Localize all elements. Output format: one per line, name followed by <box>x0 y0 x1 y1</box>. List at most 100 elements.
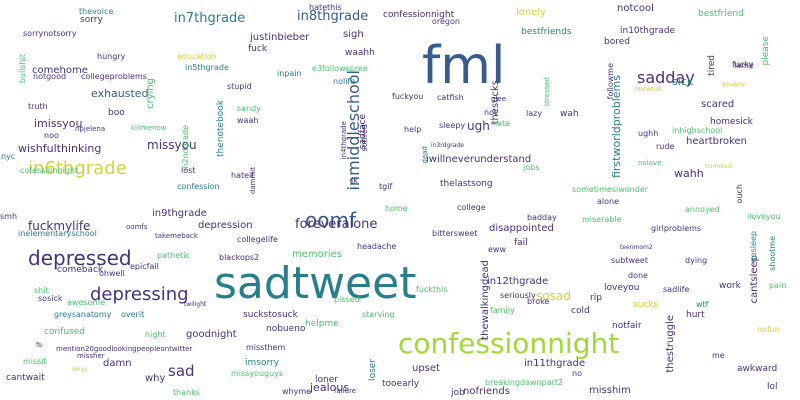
cloud-word: teenmom2 <box>620 244 653 251</box>
cloud-word: collegeproblems <box>81 72 147 81</box>
cloud-word: headache <box>357 242 397 251</box>
cloud-word: goodnight <box>186 329 237 340</box>
cloud-word: loveyou <box>604 283 640 293</box>
cloud-word: catfish <box>437 93 464 102</box>
cloud-word: in9thgrade <box>152 208 207 219</box>
cloud-word: cold <box>571 306 590 316</box>
cloud-word: confession <box>177 182 220 191</box>
cloud-word: mention20goodlookingpeopleontwitter <box>56 345 193 353</box>
cloud-word: thewalkingdead <box>480 260 491 340</box>
cloud-word: sleepy <box>439 121 466 130</box>
cloud-word: sorry <box>80 15 103 25</box>
cloud-word: awkward <box>737 364 778 374</box>
cloud-word: in11thgrade <box>524 358 586 369</box>
cloud-word: loser <box>368 359 378 381</box>
cloud-word: missyou <box>147 138 197 152</box>
cloud-word: wah <box>560 109 579 119</box>
cloud-word: dammit <box>249 167 257 195</box>
cloud-word: nolove <box>638 159 662 167</box>
cloud-word: followme <box>606 63 615 100</box>
cloud-word: starving <box>362 310 395 319</box>
cloud-word: exhausted <box>91 87 149 100</box>
cloud-word: bored <box>604 37 630 47</box>
cloud-word: family <box>490 306 515 315</box>
cloud-word: confessionnight <box>398 327 620 360</box>
cloud-word: oregon <box>432 17 460 26</box>
cloud-word: helpme <box>305 319 339 329</box>
cloud-word: fucky <box>732 60 754 69</box>
cloud-word: blackops2 <box>219 253 260 262</box>
cloud-word: upset <box>412 363 440 374</box>
cloud-word: greysanatomy <box>54 310 112 319</box>
cloud-word: hungry <box>97 52 126 61</box>
cloud-word: in8thgrade <box>297 9 369 24</box>
cloud-word: broke <box>527 297 550 306</box>
cloud-word: notfair <box>612 321 642 331</box>
cloud-word: oomfs <box>126 223 148 231</box>
cloud-word: takemeback <box>155 232 198 240</box>
cloud-word: no <box>572 369 582 378</box>
cloud-word: suckstosuck <box>243 310 298 320</box>
cloud-word: nosleep <box>749 231 758 263</box>
cloud-word: in10thgrade <box>620 26 676 36</box>
cloud-word: justinbieber <box>250 32 310 43</box>
cloud-word: tooearly <box>382 379 420 389</box>
cloud-word: in4thgrade <box>340 121 348 160</box>
cloud-word: collegelife <box>237 235 278 244</box>
cloud-word: lazy <box>526 109 543 118</box>
cloud-word: truth <box>28 102 48 111</box>
cloud-word: thevoice <box>79 7 114 16</box>
cloud-word: please <box>761 36 771 66</box>
cloud-word: overit <box>121 310 145 319</box>
cloud-word: nyc <box>1 152 16 161</box>
cloud-word: failure <box>334 387 357 395</box>
cloud-word: bullshit <box>18 54 27 84</box>
cloud-word: hurt <box>686 310 705 320</box>
cloud-word: work <box>719 281 741 291</box>
cloud-word: npjelena <box>75 125 106 133</box>
cloud-word: jk <box>351 176 358 185</box>
cloud-word: pathetic <box>157 251 190 260</box>
cloud-word: stupid <box>227 82 252 91</box>
cloud-word: oomf <box>305 208 356 232</box>
cloud-word: bittersweet <box>432 229 478 238</box>
cloud-word: awesome <box>67 298 106 307</box>
cloud-word: badday <box>527 213 557 222</box>
cloud-word: stressed <box>543 77 551 107</box>
cloud-word: hatethis <box>309 3 342 12</box>
cloud-word: notcool <box>617 3 654 14</box>
cloud-word: fb <box>36 342 42 349</box>
cloud-word: rip <box>590 293 602 303</box>
cloud-word: iloveyou <box>747 212 781 221</box>
cloud-word: thestruggle <box>665 315 676 373</box>
cloud-word: misshim <box>589 385 631 396</box>
cloud-word: missthem <box>246 343 286 352</box>
cloud-word: lost <box>181 166 196 175</box>
cloud-word: confessionnight <box>383 10 455 20</box>
cloud-word: missyouguys <box>231 369 284 378</box>
cloud-word: rude <box>656 142 675 151</box>
cloud-word: ugh <box>467 119 490 133</box>
cloud-word: scared <box>701 99 735 110</box>
cloud-word: sosick <box>38 294 63 303</box>
cloud-word: night <box>145 330 166 339</box>
cloud-word: in5thgrade <box>185 63 229 72</box>
cloud-word: fuckyou <box>392 92 424 101</box>
cloud-word: depressed <box>28 246 132 270</box>
cloud-word: miserable <box>582 215 622 224</box>
cloud-word: thelastsong <box>440 179 493 189</box>
cloud-word: missit <box>23 357 47 366</box>
cloud-word: e3followspree <box>312 64 368 73</box>
cloud-word: education <box>177 52 217 61</box>
cloud-word: sick <box>672 75 694 88</box>
cloud-word: college <box>457 203 486 212</box>
cloud-word: ohwell <box>99 269 125 278</box>
cloud-word: sadday <box>637 68 695 87</box>
cloud-word: fuckmylife <box>28 219 91 233</box>
cloud-word: confused <box>44 327 85 337</box>
cloud-word: help <box>404 125 422 134</box>
cloud-word: waah <box>237 116 259 125</box>
cloud-word: bestfriends <box>521 27 572 37</box>
cloud-word: eww <box>488 245 507 254</box>
